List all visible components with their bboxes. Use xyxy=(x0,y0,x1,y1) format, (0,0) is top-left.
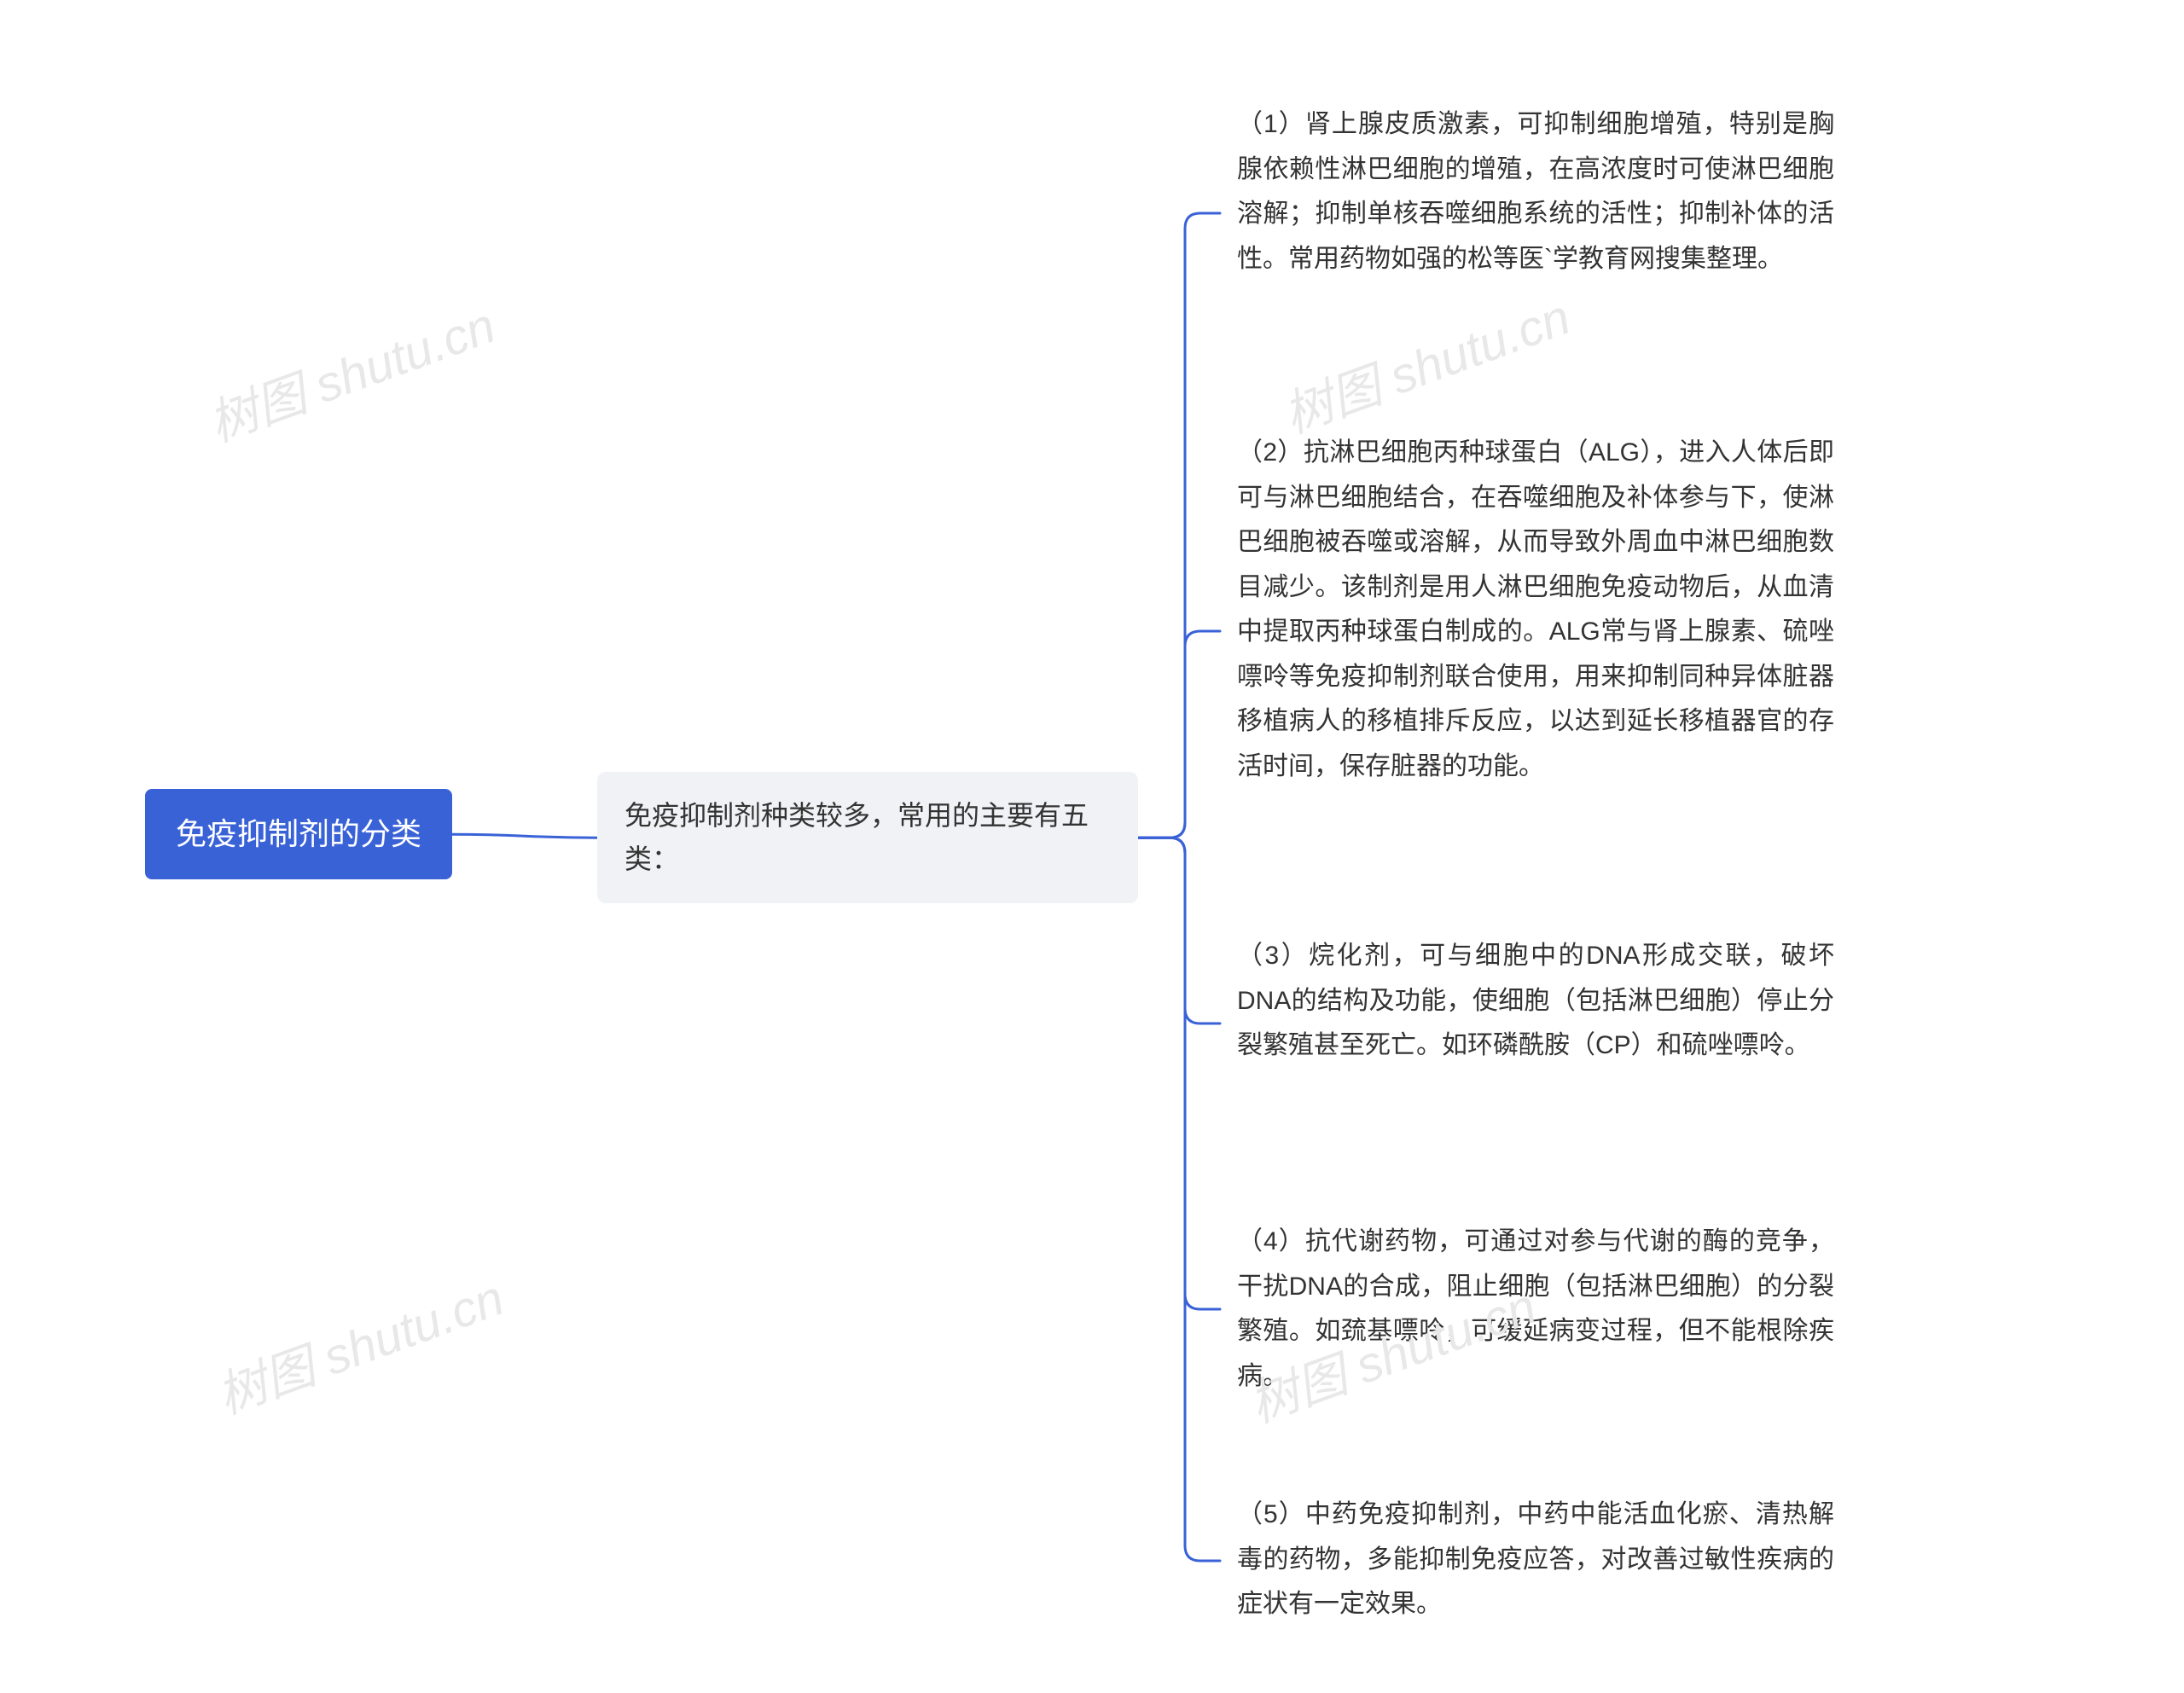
watermark-3: 树图 shutu.cn xyxy=(206,1258,512,1428)
watermark-1: 树图 shutu.cn xyxy=(197,286,503,455)
leaf-text-2: （2）抗淋巴细胞丙种球蛋白（ALG），进入人体后即可与淋巴细胞结合，在吞噬细胞及… xyxy=(1237,438,1834,780)
leaf-text-3: （3）烷化剂，可与细胞中的DNA形成交联，破坏DNA的结构及功能，使细胞（包括淋… xyxy=(1237,942,1834,1059)
leaf-text-1: （1）肾上腺皮质激素，可抑制细胞增殖，特别是胸腺依赖性淋巴细胞的增殖，在高浓度时… xyxy=(1237,110,1834,273)
root-label: 免疫抑制剂的分类 xyxy=(176,816,421,851)
leaf-text-4: （4）抗代谢药物，可通过对参与代谢的酶的竞争，干扰DNA的合成，阻止细胞（包括淋… xyxy=(1237,1227,1834,1390)
leaf-node-1: （1）肾上腺皮质激素，可抑制细胞增殖，特别是胸腺依赖性淋巴细胞的增殖，在高浓度时… xyxy=(1237,102,1834,281)
leaf-node-3: （3）烷化剂，可与细胞中的DNA形成交联，破坏DNA的结构及功能，使细胞（包括淋… xyxy=(1237,934,1834,1069)
leaf-node-4: （4）抗代谢药物，可通过对参与代谢的酶的竞争，干扰DNA的合成，阻止细胞（包括淋… xyxy=(1237,1220,1834,1399)
leaf-text-5: （5）中药免疫抑制剂，中药中能活血化瘀、清热解毒的药物，多能抑制免疫应答，对改善… xyxy=(1237,1500,1834,1618)
watermark-2: 树图 shutu.cn xyxy=(1272,277,1578,447)
leaf-node-5: （5）中药免疫抑制剂，中药中能活血化瘀、清热解毒的药物，多能抑制免疫应答，对改善… xyxy=(1237,1493,1834,1627)
root-node: 免疫抑制剂的分类 xyxy=(145,789,452,879)
sub-label: 免疫抑制剂种类较多，常用的主要有五类： xyxy=(624,800,1089,874)
sub-node: 免疫抑制剂种类较多，常用的主要有五类： xyxy=(597,772,1138,903)
leaf-node-2: （2）抗淋巴细胞丙种球蛋白（ALG），进入人体后即可与淋巴细胞结合，在吞噬细胞及… xyxy=(1237,431,1834,789)
